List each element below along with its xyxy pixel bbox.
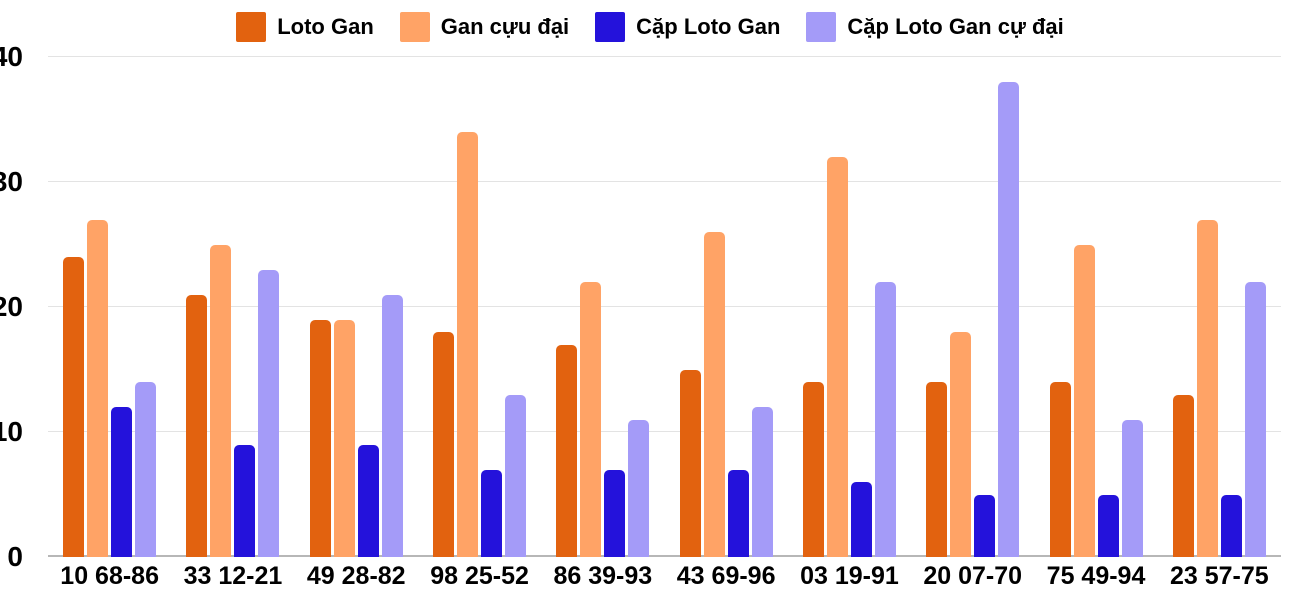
legend-swatch [236, 12, 267, 42]
bar[interactable] [433, 332, 455, 557]
x-axis-category-label: 20 07-70 [923, 562, 1023, 590]
bar-group [911, 57, 1034, 557]
bar-group [418, 57, 541, 557]
bar-group [788, 57, 911, 557]
bar[interactable] [604, 469, 626, 557]
gridline [48, 56, 1281, 57]
bar[interactable] [1097, 494, 1119, 557]
x-axis-category-label: 10 68-86 [60, 562, 159, 590]
bar-group [541, 57, 664, 557]
bar[interactable] [1049, 382, 1071, 557]
bar[interactable] [1172, 394, 1194, 557]
y-axis-tick-label: 10 [0, 416, 23, 447]
gridline [48, 306, 1281, 307]
bar[interactable] [556, 344, 578, 557]
legend-item[interactable]: Gan cựu đại [399, 12, 570, 42]
legend-swatch [806, 12, 837, 42]
bar[interactable] [357, 444, 379, 557]
bar[interactable] [111, 407, 133, 557]
bar[interactable] [210, 244, 232, 557]
legend-item[interactable]: Cặp Loto Gan [595, 12, 780, 42]
bar[interactable] [950, 332, 972, 557]
bar[interactable] [135, 382, 157, 557]
y-axis-tick-label: 30 [0, 166, 23, 197]
legend-label: Gan cựu đại [440, 14, 570, 39]
bar[interactable] [1196, 219, 1218, 557]
bar[interactable] [258, 269, 280, 557]
bar[interactable] [628, 419, 650, 557]
bar[interactable] [234, 444, 256, 557]
bar[interactable] [333, 319, 355, 557]
bar[interactable] [381, 294, 403, 557]
bar-group [664, 57, 787, 557]
bar[interactable] [186, 294, 208, 557]
bar[interactable] [63, 257, 85, 557]
bar[interactable] [505, 394, 527, 557]
bar-group [295, 57, 418, 557]
y-axis-tick-label: 40 [0, 41, 23, 72]
bar[interactable] [580, 282, 602, 557]
bar[interactable] [703, 232, 725, 557]
bar[interactable] [87, 219, 109, 557]
bar-group [48, 57, 171, 557]
y-axis-tick-label: 0 [7, 541, 23, 572]
bar[interactable] [826, 157, 848, 557]
bar-groups [48, 57, 1281, 557]
x-axis-category-label: 98 25-52 [430, 562, 529, 590]
x-axis-category-label: 23 57-75 [1169, 562, 1269, 590]
x-axis-category-label: 75 49-94 [1046, 562, 1146, 590]
x-axis-labels: 10 68-86 33 12-21 49 28-82 98 25-52 86 39-93… [48, 561, 1281, 591]
x-axis-category-label: 33 12-21 [183, 562, 283, 590]
gridline [48, 431, 1281, 432]
x-axis-category-label: 86 39-93 [553, 562, 653, 590]
bar[interactable] [481, 469, 503, 557]
bar[interactable] [1121, 419, 1143, 557]
bar[interactable] [802, 382, 824, 557]
legend-label: Cặp Loto Gan [636, 14, 781, 39]
chart-legend: Loto Gan Gan cựu đại Cặp Loto Gan Cặp Loto … [0, 8, 1300, 46]
bar-group [1158, 57, 1281, 557]
gridline [48, 181, 1281, 182]
legend-label: Loto Gan [277, 14, 374, 39]
bar[interactable] [1220, 494, 1242, 557]
bar-group [1034, 57, 1157, 557]
bar[interactable] [850, 482, 872, 557]
legend-item[interactable]: Loto Gan [236, 12, 374, 42]
legend-swatch [399, 12, 430, 42]
bar[interactable] [1073, 244, 1095, 557]
x-axis-category-label: 49 28-82 [306, 562, 406, 590]
bar[interactable] [309, 319, 331, 557]
bar[interactable] [926, 382, 948, 557]
x-axis-category-label: 03 19-91 [800, 562, 899, 590]
bar[interactable] [457, 132, 479, 557]
bar[interactable] [679, 369, 701, 557]
x-axis-category-label: 43 69-96 [676, 562, 776, 590]
bar[interactable] [727, 469, 749, 557]
legend-item[interactable]: Cặp Loto Gan cự đại [806, 12, 1064, 42]
y-axis-tick-label: 20 [0, 291, 23, 322]
bar-group [171, 57, 294, 557]
bar[interactable] [874, 282, 896, 557]
plot-area: 0 10 20 30 40 [0, 43, 1281, 571]
bar[interactable] [751, 407, 773, 557]
bar[interactable] [974, 494, 996, 557]
legend-swatch [595, 12, 626, 42]
legend-label: Cặp Loto Gan cự đại [847, 14, 1064, 39]
bar[interactable] [1244, 282, 1266, 557]
bar[interactable] [998, 82, 1020, 557]
x-axis-line [48, 555, 1281, 557]
